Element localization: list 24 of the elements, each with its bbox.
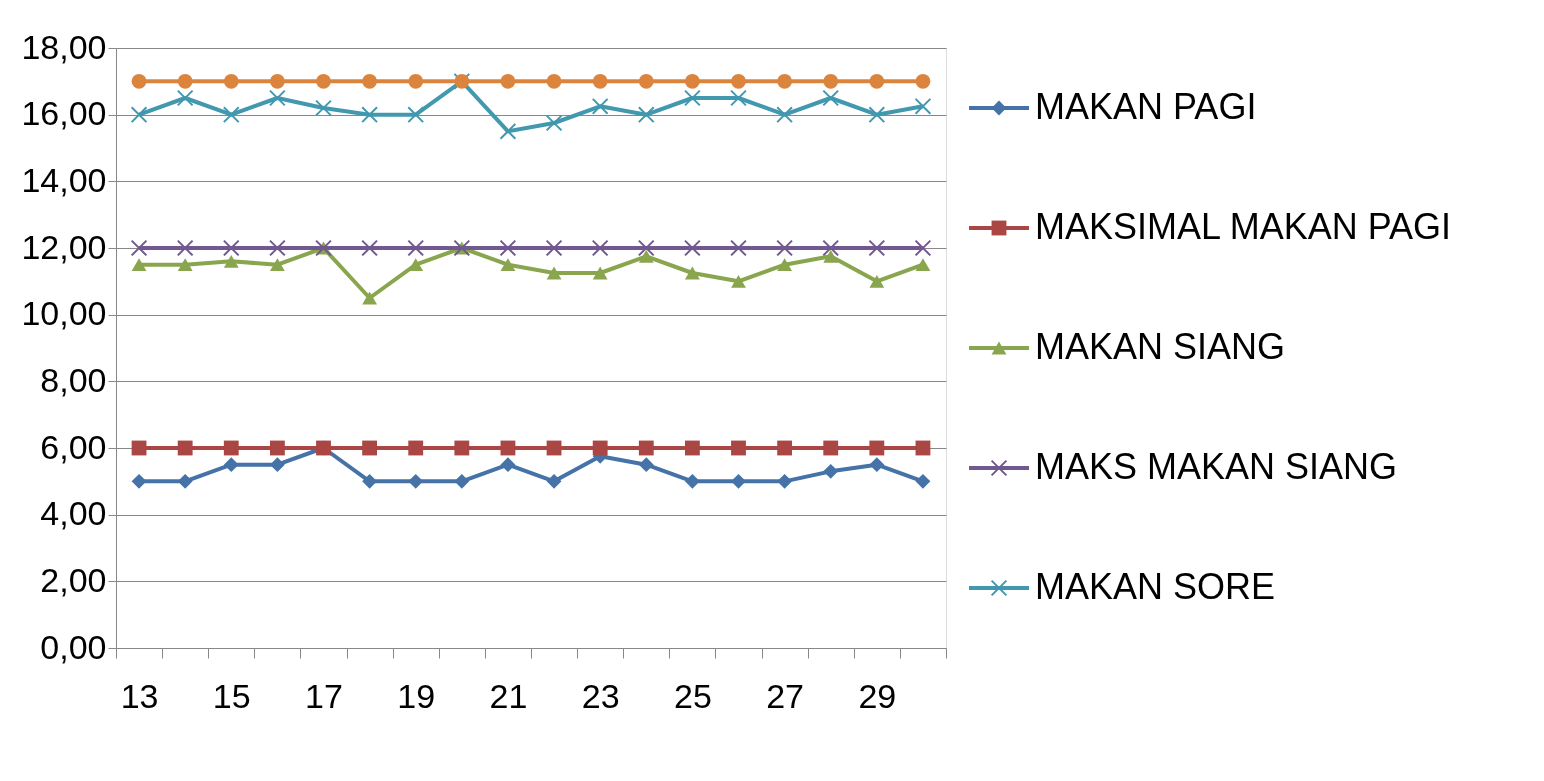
y-tick-label: 10,00 (21, 294, 107, 333)
x-tick-label: 29 (858, 676, 897, 715)
y-tick-label: 14,00 (21, 160, 107, 199)
x-tick-label: 25 (673, 676, 712, 715)
legend-label: MAKAN SIANG (1035, 326, 1286, 367)
x-tick-label: 23 (581, 676, 620, 715)
legend-label: MAKSIMAL MAKAN PAGI (1035, 206, 1452, 247)
x-tick-label: 13 (120, 676, 159, 715)
x-tick-label: 15 (212, 676, 251, 715)
y-tick-label: 16,00 (21, 94, 107, 133)
y-tick-label: 0,00 (40, 627, 107, 666)
legend-label: MAKAN SORE (1035, 566, 1276, 607)
y-tick-label: 4,00 (40, 494, 107, 533)
x-tick-label: 17 (305, 676, 343, 715)
y-tick-label: 8,00 (40, 360, 107, 399)
x-tick-label: 21 (489, 676, 528, 715)
y-tick-label: 2,00 (40, 560, 107, 599)
legend-label: MAKAN PAGI (1035, 86, 1257, 127)
y-tick-label: 6,00 (40, 427, 107, 466)
legend-label: MAKS MAKAN SIANG (1035, 446, 1398, 487)
y-tick-label: 12,00 (21, 227, 107, 266)
y-tick-label: 18,00 (21, 27, 107, 66)
x-tick-label: 27 (766, 676, 805, 715)
x-tick-label: 19 (397, 676, 436, 715)
